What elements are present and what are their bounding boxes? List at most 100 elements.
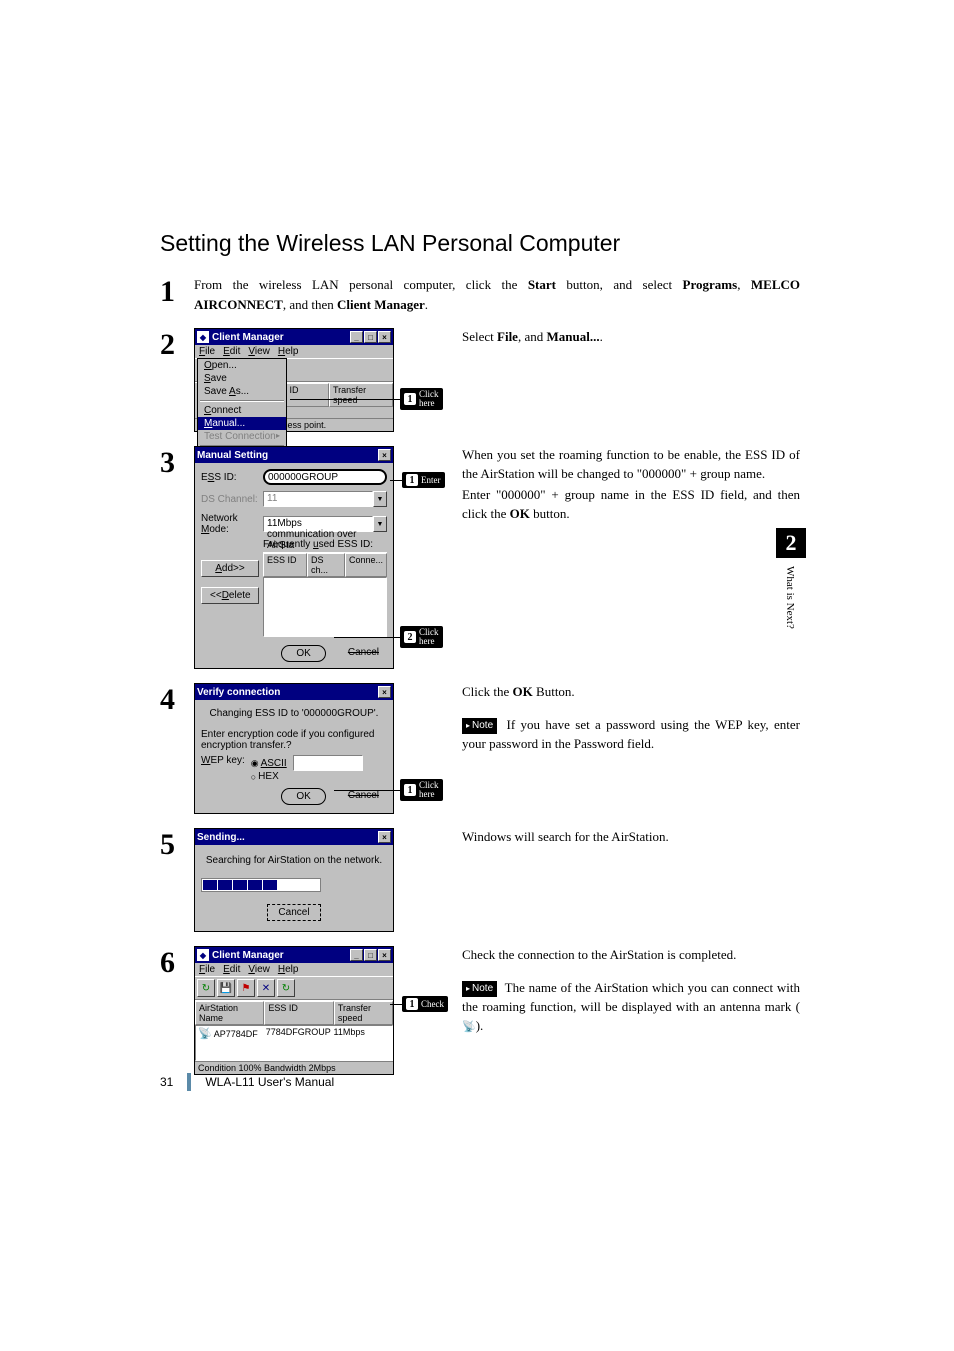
tool-icon[interactable]: ↻ — [197, 979, 215, 997]
step-number: 5 — [160, 828, 194, 860]
titlebar[interactable]: Sending... × — [195, 829, 393, 845]
window-title: Manual Setting — [197, 450, 268, 461]
step-5: 5 Sending... × Searching for AirStation … — [160, 828, 800, 932]
close-button[interactable]: × — [378, 949, 391, 961]
menu-open[interactable]: Open... — [198, 359, 286, 372]
sending-window: Sending... × Searching for AirStation on… — [194, 828, 394, 932]
window-title: Verify connection — [197, 687, 280, 698]
radio-hex[interactable]: ○ — [251, 772, 256, 782]
close-button[interactable]: × — [378, 686, 391, 698]
step-number: 6 — [160, 946, 194, 978]
callout-label: Clickhere — [419, 628, 439, 646]
step-number: 3 — [160, 446, 194, 478]
ess-id-input[interactable]: 000000GROUP — [263, 469, 387, 485]
tool-icon[interactable]: 💾 — [217, 979, 235, 997]
bold: OK — [510, 506, 530, 521]
col-conne[interactable]: Conne... — [345, 553, 387, 577]
footer-title: WLA-L11 User's Manual — [205, 1075, 334, 1089]
callout-num: 1 — [404, 393, 416, 405]
col-name[interactable]: AirStation Name — [195, 1001, 264, 1025]
menu-manual[interactable]: Manual... — [198, 417, 286, 430]
text: Windows will search for the AirStation. — [462, 829, 669, 844]
maximize-button[interactable]: □ — [364, 949, 377, 961]
note-badge: Note — [462, 981, 497, 998]
menu-view[interactable]: View — [248, 964, 270, 975]
note-text: The name of the AirStation which you can… — [462, 980, 800, 1014]
col-essid[interactable]: ESS ID — [264, 1001, 333, 1025]
callout-click-here: 1Clickhere — [290, 388, 443, 410]
text: , and — [518, 329, 547, 344]
titlebar[interactable]: Manual Setting × — [195, 447, 393, 463]
menu-help[interactable]: Help — [278, 964, 299, 975]
callout-num: 2 — [404, 631, 416, 643]
menu-test[interactable]: Test Connection — [198, 430, 286, 443]
bold: Manual... — [546, 329, 599, 344]
menu-file[interactable]: File — [199, 346, 215, 357]
tool-icon[interactable]: ↻ — [277, 979, 295, 997]
row-speed: 11Mbps — [334, 1027, 390, 1040]
footer-divider — [187, 1073, 191, 1091]
menubar[interactable]: File Edit View Help — [195, 345, 393, 358]
note-text: If you have set a password using the WEP… — [462, 717, 800, 751]
bold: Start — [528, 277, 556, 292]
note-badge: Note — [462, 718, 497, 735]
antenna-icon: 📡 — [462, 1020, 476, 1036]
chevron-down-icon[interactable]: ▼ — [373, 491, 387, 507]
menu-view[interactable]: View — [248, 346, 270, 357]
network-mode-label: Network Mode: — [201, 513, 259, 535]
close-button[interactable]: × — [378, 331, 391, 343]
close-button[interactable]: × — [378, 449, 391, 461]
app-icon: ◆ — [197, 331, 209, 343]
text: . — [600, 329, 603, 344]
col-dsch[interactable]: DS ch... — [307, 553, 345, 577]
bold: OK — [513, 684, 533, 699]
cancel-button[interactable]: Cancel — [267, 904, 320, 921]
searching-label: Searching for AirStation on the network. — [201, 855, 387, 866]
minimize-button[interactable]: _ — [350, 331, 363, 343]
ok-button[interactable]: OK — [281, 645, 325, 662]
ess-id-label: ESS ID: — [201, 472, 259, 483]
client-manager-window-2: ◆ Client Manager _ □ × File Edit View He… — [194, 946, 394, 1075]
radio-ascii[interactable]: ◉ — [251, 758, 259, 769]
step-2: 2 ◆ Client Manager _ □ × File Edit Vi — [160, 328, 800, 432]
text: ). — [476, 1018, 484, 1033]
text: , — [737, 277, 751, 292]
ds-channel-select[interactable]: 11 — [263, 491, 373, 507]
minimize-button[interactable]: _ — [350, 949, 363, 961]
network-mode-select[interactable]: 11Mbps communication over AirSta — [263, 516, 373, 532]
wep-input[interactable] — [293, 755, 363, 771]
menu-file[interactable]: File — [199, 964, 215, 975]
menu-connect[interactable]: Connect — [198, 404, 286, 417]
ok-button[interactable]: OK — [281, 788, 325, 805]
titlebar[interactable]: Verify connection × — [195, 684, 393, 700]
ascii-label: ASCII — [261, 758, 287, 769]
text: . — [425, 297, 428, 312]
add-button[interactable]: Add>> — [201, 560, 259, 577]
titlebar[interactable]: ◆ Client Manager _ □ × — [195, 329, 393, 345]
step-text: From the wireless LAN personal computer,… — [194, 275, 800, 314]
menu-saveas[interactable]: Save As... — [198, 385, 286, 398]
antenna-icon: 📡 — [198, 1027, 212, 1040]
tool-icon[interactable]: ⚑ — [237, 979, 255, 997]
step-3: 3 Manual Setting × ESS ID: 000000GROUP — [160, 446, 800, 669]
station-list[interactable]: 📡AP7784DF 7784DFGROUP 11Mbps — [195, 1025, 393, 1061]
col-speed[interactable]: Transfer speed — [334, 1001, 393, 1025]
callout-check: 1Check — [390, 996, 448, 1012]
titlebar[interactable]: ◆ Client Manager _ □ × — [195, 947, 393, 963]
menu-help[interactable]: Help — [278, 346, 299, 357]
maximize-button[interactable]: □ — [364, 331, 377, 343]
callout-label: Clickhere — [419, 390, 439, 408]
delete-button[interactable]: <<Delete — [201, 587, 259, 604]
col-essid[interactable]: ESS ID — [263, 553, 307, 577]
chapter-tab: 2 What is Next? — [776, 528, 806, 629]
step-number: 2 — [160, 328, 194, 360]
step-number: 4 — [160, 683, 194, 715]
menu-save[interactable]: Save — [198, 372, 286, 385]
chevron-down-icon[interactable]: ▼ — [373, 516, 387, 532]
tool-icon[interactable]: ✕ — [257, 979, 275, 997]
menu-edit[interactable]: Edit — [223, 346, 240, 357]
menu-edit[interactable]: Edit — [223, 964, 240, 975]
close-button[interactable]: × — [378, 831, 391, 843]
text: , and then — [283, 297, 337, 312]
menubar[interactable]: File Edit View Help — [195, 963, 393, 976]
